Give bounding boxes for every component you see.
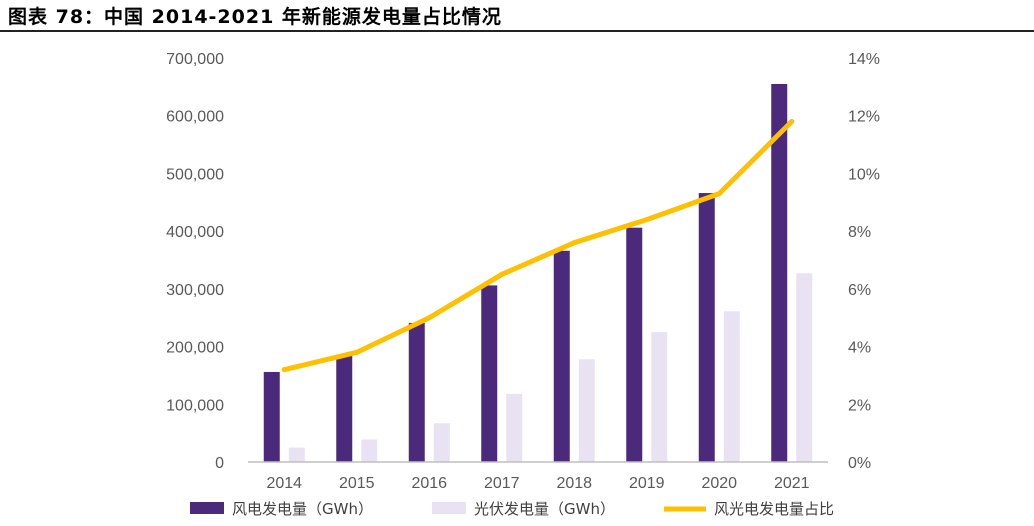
left-axis-tick-label: 600,000: [166, 109, 224, 126]
title-divider: [0, 30, 1034, 32]
x-axis-tick-label: 2021: [774, 475, 810, 492]
solar-bar: [506, 393, 523, 462]
ratio-point: [571, 240, 577, 246]
x-axis-tick-label: 2014: [266, 475, 302, 492]
legend-label: 光伏发电量（GWh）: [474, 500, 615, 518]
solar-bar: [288, 447, 305, 462]
left-axis-tick-label: 700,000: [166, 51, 224, 68]
x-axis-tick-label: 2017: [484, 475, 520, 492]
wind-bar: [263, 371, 280, 462]
x-axis-tick-label: 2020: [701, 475, 737, 492]
right-axis-tick-label: 14%: [848, 51, 880, 68]
ratio-point: [644, 217, 650, 223]
wind-bar: [481, 285, 498, 462]
ratio-point: [426, 315, 432, 321]
right-axis-tick-label: 10%: [848, 166, 880, 183]
solar-bar: [361, 439, 378, 462]
legend-swatch-solar: [432, 502, 466, 514]
ratio-point: [716, 191, 722, 197]
figure-title: 图表 78：中国 2014-2021 年新能源发电量占比情况: [8, 6, 502, 28]
right-axis-tick-label: 0%: [848, 455, 871, 472]
wind-bar: [553, 250, 570, 462]
legend-swatch-wind: [190, 502, 224, 514]
x-axis-tick-label: 2019: [629, 475, 665, 492]
legend-label: 风光电发电量占比: [714, 500, 834, 518]
ratio-point: [354, 349, 360, 355]
right-axis-tick-label: 6%: [848, 282, 871, 299]
wind-bar: [336, 354, 353, 462]
right-axis-tick-label: 8%: [848, 224, 871, 241]
right-axis-tick-label: 4%: [848, 340, 871, 357]
left-axis-tick-label: 0: [215, 455, 224, 472]
left-axis-tick-label: 100,000: [166, 397, 224, 414]
solar-bar: [723, 311, 740, 462]
wind-bar: [408, 322, 425, 462]
right-axis-tick-label: 12%: [848, 109, 880, 126]
x-axis-ticks: 2014 2015 2016 2017 2018 2019 2020 2021: [266, 475, 809, 492]
bars: [263, 83, 813, 462]
wind-bar: [626, 227, 643, 462]
ratio-point: [789, 118, 795, 124]
solar-bar: [433, 423, 450, 462]
left-axis-tick-label: 400,000: [166, 224, 224, 241]
left-axis-tick-label: 200,000: [166, 340, 224, 357]
x-axis-tick-label: 2018: [556, 475, 592, 492]
solar-bar: [578, 359, 595, 462]
wind-bar: [698, 193, 715, 462]
legend: 风电发电量（GWh） 光伏发电量（GWh） 风光电发电量占比: [190, 500, 834, 518]
solar-bar: [796, 273, 813, 462]
x-axis-tick-label: 2015: [339, 475, 375, 492]
left-axis-tick-label: 500,000: [166, 166, 224, 183]
left-axis-tick-label: 300,000: [166, 282, 224, 299]
ratio-line: [281, 118, 795, 373]
right-axis-ticks: 0% 2% 4% 6% 8% 10% 12% 14%: [848, 51, 880, 472]
x-axis-tick-label: 2016: [411, 475, 447, 492]
ratio-point: [499, 271, 505, 277]
ratio-point: [281, 367, 287, 373]
legend-label: 风电发电量（GWh）: [232, 500, 373, 518]
left-axis-ticks: 0 100,000 200,000 300,000 400,000 500,000 600,…: [166, 51, 224, 472]
solar-bar: [651, 332, 668, 462]
right-axis-tick-label: 2%: [848, 397, 871, 414]
ratio-line-layer: [281, 118, 795, 373]
wind-bar: [771, 83, 788, 462]
